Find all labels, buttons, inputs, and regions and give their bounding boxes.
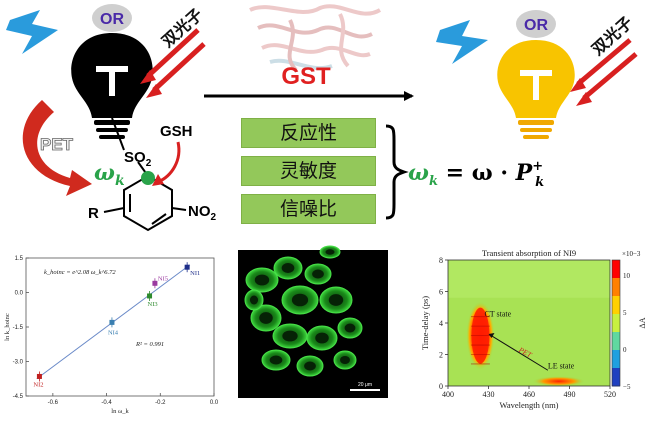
lightning-right-icon xyxy=(436,20,488,64)
colorbar-scale: ×10−3 xyxy=(622,250,641,258)
gsh-arrow-head xyxy=(152,174,164,186)
property-brace xyxy=(385,124,409,220)
fit-equation: k_hoinc = e^2.08 ω_k^6.72 xyxy=(44,269,116,276)
colorbar-tick-label: 5 xyxy=(623,309,627,317)
gsh-label: GSH xyxy=(160,123,193,140)
cell-nucleus xyxy=(312,269,324,279)
two-photon-arrows-left-icon xyxy=(140,28,206,98)
y-tick-label: -1.5 xyxy=(13,325,24,331)
cell-nucleus xyxy=(315,332,329,344)
colorbar-frame xyxy=(611,259,621,387)
r-squared: R² = 0.991 xyxy=(135,341,164,348)
x-tick-label: 0.0 xyxy=(210,400,219,406)
cell-nucleus xyxy=(291,293,309,307)
pet-arrow xyxy=(490,335,549,371)
colorbar-label: ΔA xyxy=(638,317,647,328)
colorbar-tick-label: 10 xyxy=(623,272,631,280)
x-axis-label: Wavelength (nm) xyxy=(499,400,558,410)
colorbar-segment xyxy=(612,278,620,297)
y-axis-label: Time-delay (ps) xyxy=(420,296,430,350)
two-photon-arrows-right-icon xyxy=(570,38,638,106)
pet-arrow-head xyxy=(488,333,495,339)
ct-state-label: CT state xyxy=(484,310,511,319)
cell-nucleus xyxy=(281,263,295,273)
so2-label: SO2 xyxy=(124,149,152,169)
x-tick-label: 400 xyxy=(442,390,454,399)
cell-nucleus xyxy=(282,330,298,342)
x-tick-label: 520 xyxy=(604,390,616,399)
colorbar-segment xyxy=(612,260,620,279)
cell-nucleus xyxy=(254,274,270,286)
y-tick-label: 6 xyxy=(439,288,443,297)
lightning-left-icon xyxy=(6,10,58,54)
cell-nucleus xyxy=(259,312,273,324)
y-tick-label: 8 xyxy=(439,256,443,265)
heatmap-title: Transient absorption of NI9 xyxy=(482,248,576,258)
x-tick-label: 490 xyxy=(564,390,576,399)
x-tick-label: -0.2 xyxy=(155,400,166,406)
plot-frame xyxy=(25,257,215,397)
colorbar-tick-label: −5 xyxy=(623,383,631,391)
cell-nucleus xyxy=(344,323,356,333)
point-label: NI2 xyxy=(33,381,43,388)
point-label: NI1 xyxy=(190,270,200,277)
y-tick-label: 0.0 xyxy=(15,291,24,297)
property-box-sensitivity: 灵敏度 xyxy=(241,156,376,186)
cell-nucleus xyxy=(328,294,344,306)
pet-label: PET xyxy=(40,135,74,154)
heatmap-chart: 400 430 460 490 520 0 2 4 6 8 Transient absorption… xyxy=(420,248,647,410)
cell-nucleus xyxy=(325,249,335,255)
x-tick-label: -0.6 xyxy=(48,400,59,406)
cell-nucleus xyxy=(304,361,316,371)
y-tick-label: -4.5 xyxy=(13,394,24,400)
gst-protein-icon xyxy=(249,4,382,72)
y-tick-label: 4 xyxy=(439,319,443,328)
le-state-label: LE state xyxy=(548,362,575,371)
le-signal xyxy=(532,376,585,387)
molecule-structure xyxy=(103,117,187,232)
y-tick-label: 2 xyxy=(439,351,443,360)
colorbar-segment xyxy=(612,350,620,369)
gsh-attack-arrow-icon xyxy=(157,141,181,184)
colorbar-segment xyxy=(612,296,620,315)
cell-micrograph: 20 μm xyxy=(238,245,388,398)
y-tick-label: 0 xyxy=(439,382,443,391)
bulb-on-icon xyxy=(497,40,575,139)
property-box-snr: 信噪比 xyxy=(241,194,376,224)
cell-nucleus xyxy=(269,355,283,365)
x-tick-label: -0.4 xyxy=(101,400,112,406)
cell-nucleus xyxy=(249,295,259,305)
point-label: NI3 xyxy=(148,301,158,308)
colorbar-segment xyxy=(612,332,620,351)
scale-bar-label: 20 μm xyxy=(358,382,372,388)
or-label-left: OR xyxy=(100,11,124,28)
heatmap-band xyxy=(448,260,610,298)
colorbar-segment xyxy=(612,314,620,333)
gst-label: GST xyxy=(281,63,331,90)
property-box-reactivity: 反应性 xyxy=(241,118,376,148)
or-badge-left xyxy=(92,4,132,32)
x-tick-label: 430 xyxy=(483,390,495,399)
pet-arrow-icon xyxy=(22,100,93,196)
r-group-label: R xyxy=(88,205,99,222)
or-label-right: OR xyxy=(524,17,548,34)
omega-k-label: ωk xyxy=(94,160,125,189)
x-axis-label: ln ω_k xyxy=(111,408,129,415)
point-label: NI4 xyxy=(108,329,119,336)
reactive-site-dot xyxy=(141,171,155,185)
y-tick-label: -3.0 xyxy=(13,360,24,366)
y-tick-label: 1.5 xyxy=(15,256,24,262)
no2-label: NO2 xyxy=(188,203,217,223)
colorbar-segment xyxy=(612,368,620,387)
colorbar-tick-label: 0 xyxy=(623,346,627,354)
or-badge-right xyxy=(516,10,556,38)
scatter-chart: -0.6 -0.4 -0.2 0.0 1.5 0.0 -1.5 -3.0 -4.5 NI1 NI5 N… xyxy=(4,256,219,415)
point-label: NI5 xyxy=(158,275,168,282)
cell-nucleus xyxy=(340,355,350,365)
bulb-off-icon xyxy=(71,33,153,139)
omega-equation: ωk = ω · P+ k xyxy=(408,159,544,190)
x-tick-label: 460 xyxy=(523,390,535,399)
y-axis-label: ln k_hoinc xyxy=(4,313,11,341)
